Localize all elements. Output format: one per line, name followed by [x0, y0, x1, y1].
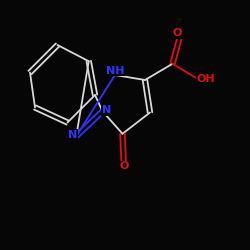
Text: N: N [68, 130, 77, 140]
Text: NH: NH [106, 66, 124, 76]
Text: N: N [102, 105, 111, 115]
Text: OH: OH [197, 74, 216, 84]
Text: O: O [119, 161, 128, 171]
Text: O: O [173, 28, 182, 38]
